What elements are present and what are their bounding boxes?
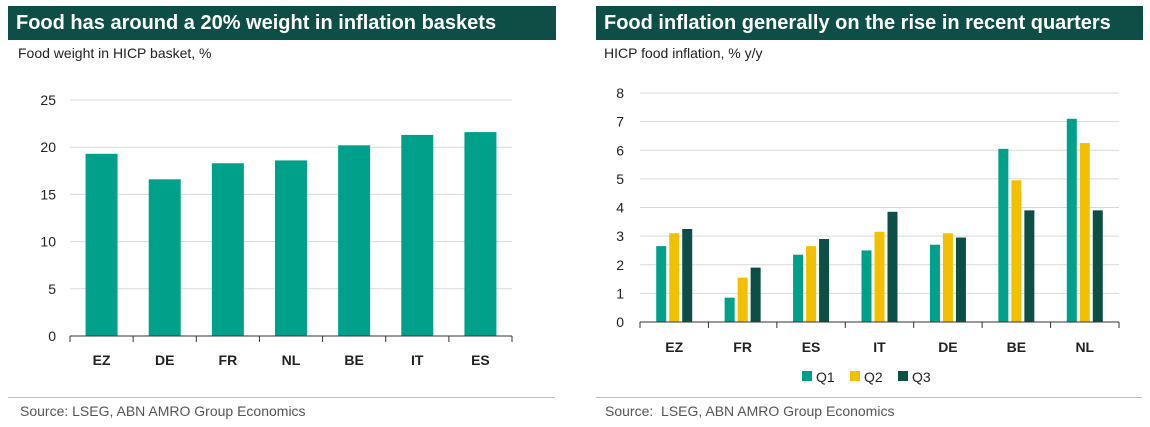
bar-ez — [85, 153, 118, 336]
y-tick-label: 20 — [40, 139, 56, 155]
left-chart-title: Food has around a 20% weight in inflatio… — [8, 6, 556, 40]
bar-de-q1 — [929, 244, 940, 322]
bar-it-q3 — [887, 211, 898, 322]
bar-es-q1 — [793, 254, 804, 322]
x-tick-label: BE — [344, 352, 363, 368]
y-tick-label: 1 — [616, 285, 624, 301]
bar-it-q1 — [861, 250, 872, 322]
y-tick-label: 8 — [616, 85, 624, 101]
x-tick-label: FR — [733, 339, 752, 355]
bar-es — [464, 132, 497, 336]
left-chart-subtitle: Food weight in HICP basket, % — [18, 45, 212, 61]
x-tick-label: DE — [938, 339, 957, 355]
x-tick-label: NL — [282, 352, 301, 368]
x-tick-label: NL — [1075, 339, 1094, 355]
legend-label-q2: Q2 — [864, 369, 883, 385]
bar-it — [401, 134, 434, 336]
bar-be-q2 — [1011, 180, 1022, 322]
bar-de-q2 — [942, 233, 953, 322]
x-tick-label: ES — [802, 339, 821, 355]
y-tick-label: 4 — [616, 200, 624, 216]
y-tick-label: 5 — [616, 171, 624, 187]
bar-fr — [211, 163, 244, 336]
legend-label-q3: Q3 — [912, 369, 931, 385]
bar-ez-q1 — [656, 246, 667, 322]
right-source-divider — [596, 397, 1142, 398]
bar-fr-q2 — [737, 277, 748, 322]
bar-be-q1 — [998, 148, 1009, 322]
legend-swatch-q2 — [850, 371, 860, 381]
x-tick-label: DE — [155, 352, 174, 368]
bar-de-q3 — [955, 237, 966, 322]
bar-fr-q1 — [724, 297, 735, 322]
legend-label-q1: Q1 — [816, 369, 835, 385]
y-tick-label: 10 — [40, 234, 56, 250]
y-tick-label: 5 — [48, 281, 56, 297]
x-tick-label: EZ — [665, 339, 683, 355]
y-tick-label: 2 — [616, 257, 624, 273]
bar-ez-q2 — [669, 233, 680, 322]
y-tick-label: 0 — [616, 314, 624, 330]
legend-swatch-q1 — [802, 371, 812, 381]
x-tick-label: IT — [873, 339, 886, 355]
right-source-note: Source: LSEG, ABN AMRO Group Economics — [605, 403, 895, 419]
bar-es-q3 — [819, 238, 830, 322]
left-source-divider — [8, 397, 555, 398]
y-tick-label: 25 — [40, 92, 56, 108]
x-tick-label: FR — [219, 352, 238, 368]
bar-it-q2 — [874, 231, 885, 322]
right-chart-subtitle: HICP food inflation, % y/y — [604, 45, 763, 61]
bar-be — [338, 145, 371, 336]
bar-nl-q3 — [1092, 210, 1103, 322]
bar-be-q3 — [1024, 210, 1035, 322]
x-tick-label: IT — [411, 352, 424, 368]
y-tick-label: 0 — [48, 328, 56, 344]
bar-nl-q1 — [1066, 118, 1077, 322]
left-chart-panel: Food has around a 20% weight in inflatio… — [0, 0, 556, 427]
left-bar-chart: 0 5 10 15 20 25 EZ DE FR NL BE IT ES — [40, 92, 513, 368]
bar-nl-q2 — [1079, 143, 1090, 322]
x-tick-label: BE — [1007, 339, 1026, 355]
right-grouped-bar-chart: 0 1 2 3 4 5 6 7 8 EZ FR ES IT DE BE NL Q1 Q2 Q3 — [616, 85, 1120, 385]
right-chart-panel: Food inflation generally on the rise in … — [588, 0, 1150, 427]
bar-de — [148, 179, 181, 336]
x-tick-label: EZ — [93, 352, 111, 368]
y-tick-label: 3 — [616, 228, 624, 244]
bar-fr-q3 — [750, 267, 761, 322]
left-source-note: Source: LSEG, ABN AMRO Group Economics — [20, 403, 306, 419]
bar-nl — [275, 160, 307, 336]
bar-ez-q3 — [682, 228, 693, 322]
y-tick-label: 7 — [616, 114, 624, 130]
legend-swatch-q3 — [898, 371, 908, 381]
right-chart-title: Food inflation generally on the rise in … — [596, 6, 1143, 40]
y-tick-label: 6 — [616, 142, 624, 158]
bar-es-q2 — [806, 246, 817, 322]
x-tick-label: ES — [471, 352, 490, 368]
y-tick-label: 15 — [40, 186, 56, 202]
